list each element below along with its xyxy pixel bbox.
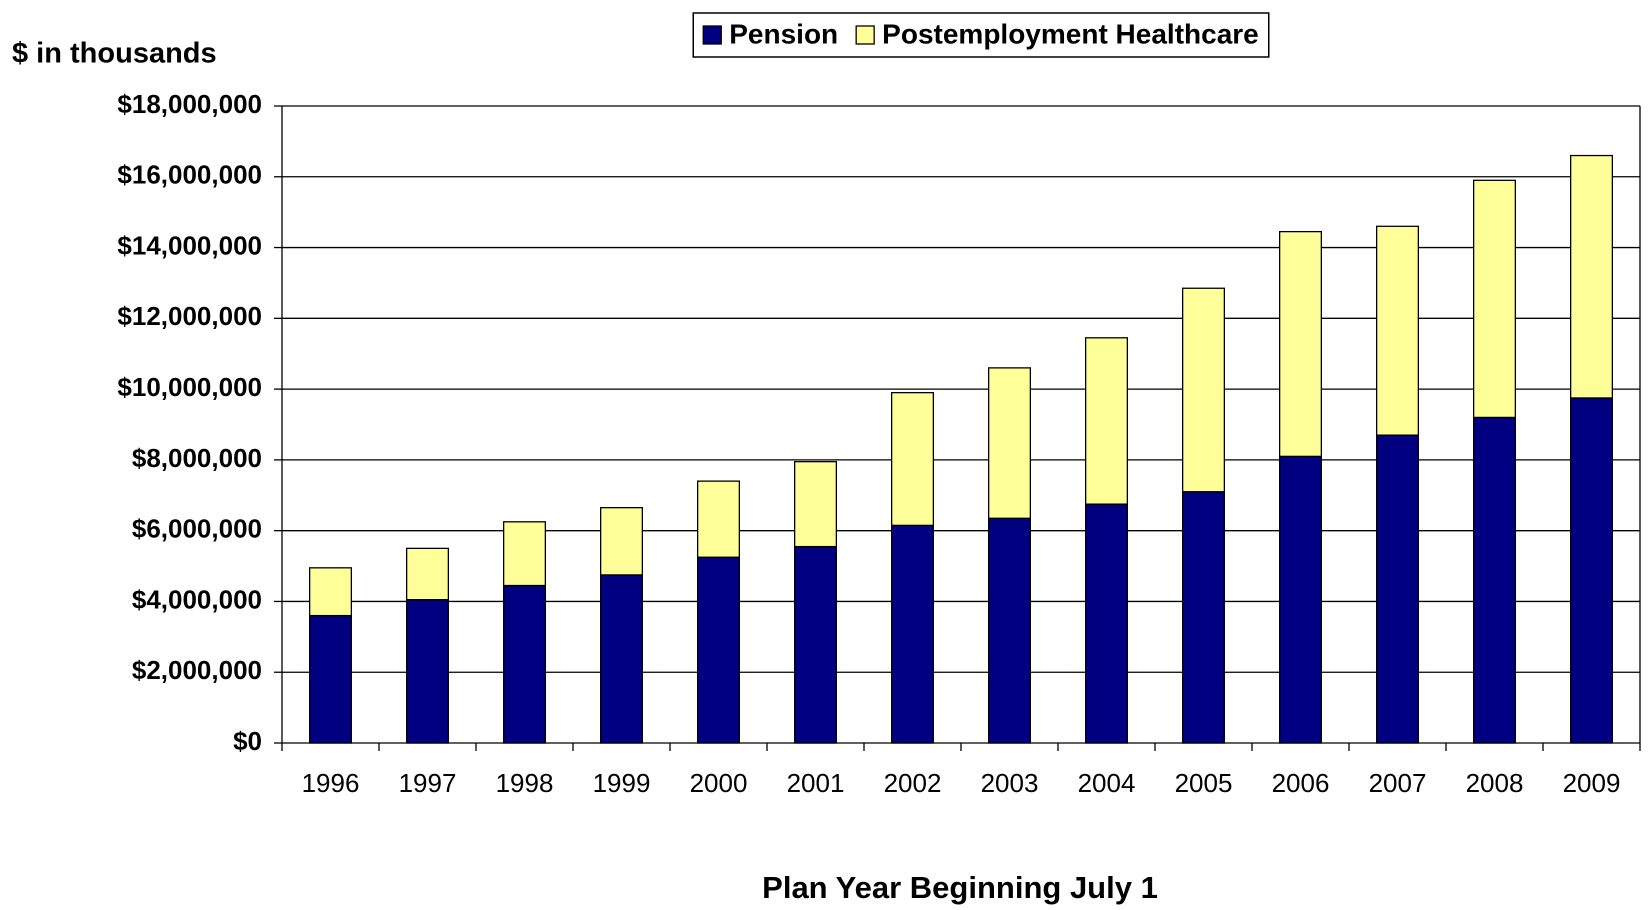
bar-segment: [696, 556, 741, 744]
bar-segment: [308, 567, 353, 617]
y-tick-label: $6,000,000: [132, 514, 262, 544]
y-tick-label: $16,000,000: [117, 160, 262, 190]
legend-swatch: [855, 25, 875, 45]
x-tick-label: 2004: [1078, 768, 1136, 798]
bar-segment: [308, 614, 353, 744]
bar-segment: [405, 599, 450, 744]
bar-segment: [987, 517, 1032, 744]
bar-segment: [890, 524, 935, 744]
x-tick-label: 2001: [787, 768, 845, 798]
bar-segment: [1375, 225, 1420, 436]
x-tick-label: 1997: [399, 768, 457, 798]
y-axis-label: $ in thousands: [12, 38, 217, 70]
x-tick-label: 2000: [690, 768, 748, 798]
bar-segment: [1181, 287, 1226, 493]
bar-segment: [599, 507, 644, 576]
x-tick-label: 2005: [1175, 768, 1233, 798]
bar-segment: [1084, 503, 1129, 744]
x-tick-label: 2006: [1272, 768, 1330, 798]
bar-segment: [1084, 337, 1129, 505]
bar-segment: [405, 547, 450, 601]
legend-swatch: [702, 25, 722, 45]
bar-segment: [1472, 179, 1517, 419]
x-tick-label: 2007: [1369, 768, 1427, 798]
y-tick-label: $4,000,000: [132, 584, 262, 614]
x-tick-label: 2002: [884, 768, 942, 798]
bar-segment: [890, 391, 935, 527]
bar-segment: [1278, 230, 1323, 458]
x-axis-label: Plan Year Beginning July 1: [762, 870, 1158, 905]
x-tick-label: 2008: [1466, 768, 1524, 798]
legend-label: Postemployment Healthcare: [882, 18, 1259, 49]
bar-segment: [1472, 416, 1517, 744]
x-tick-label: 2009: [1563, 768, 1621, 798]
bar-segment: [793, 461, 838, 548]
x-tick-label: 2003: [981, 768, 1039, 798]
y-tick-label: $18,000,000: [117, 89, 262, 119]
bar-segment: [1375, 434, 1420, 744]
bar-segment: [1569, 397, 1614, 744]
bar-segment: [1278, 455, 1323, 744]
y-tick-label: $8,000,000: [132, 443, 262, 473]
bar-segment: [502, 521, 547, 587]
y-tick-label: $2,000,000: [132, 655, 262, 685]
bar-segment: [793, 545, 838, 744]
x-tick-label: 1996: [302, 768, 360, 798]
x-tick-label: 1998: [496, 768, 554, 798]
y-tick-label: $0: [233, 726, 262, 756]
x-tick-label: 1999: [593, 768, 651, 798]
legend-box: [692, 12, 1270, 58]
legend: Pension Postemployment Healthcare: [692, 12, 1270, 58]
bar-segment: [1569, 154, 1614, 399]
bar-segment: [1181, 491, 1226, 744]
legend-label: Pension: [729, 18, 838, 49]
bar-segment: [599, 574, 644, 744]
bar-segment: [987, 367, 1032, 519]
y-tick-label: $14,000,000: [117, 230, 262, 260]
y-tick-label: $10,000,000: [117, 372, 262, 402]
bar-segment: [502, 584, 547, 744]
y-tick-label: $12,000,000: [117, 301, 262, 331]
bar-segment: [696, 480, 741, 558]
